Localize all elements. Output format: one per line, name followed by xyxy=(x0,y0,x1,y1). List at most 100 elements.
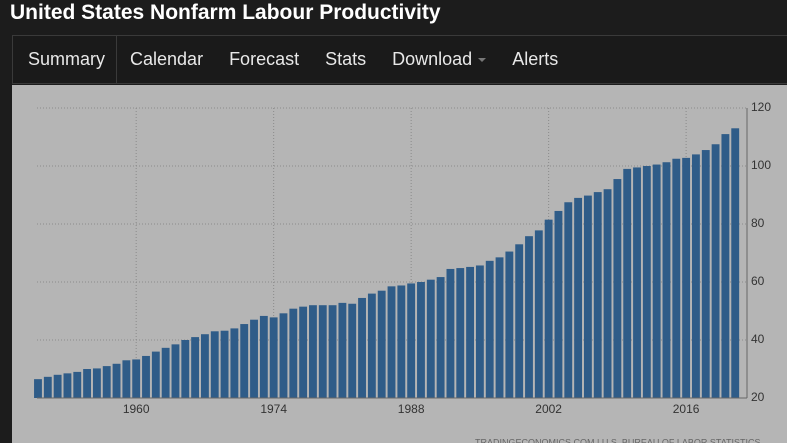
y-tick-label: 60 xyxy=(751,274,765,288)
y-tick-label: 100 xyxy=(751,158,771,172)
bar xyxy=(83,369,92,398)
bar xyxy=(446,268,455,398)
bar xyxy=(436,277,445,398)
bar xyxy=(269,317,278,398)
bar xyxy=(574,197,583,398)
nav-tab[interactable]: Stats xyxy=(312,36,379,83)
bar xyxy=(731,128,740,399)
nav-tab[interactable]: Download xyxy=(379,36,499,83)
bar xyxy=(338,302,347,398)
bar xyxy=(73,371,82,398)
nav-tab[interactable]: Alerts xyxy=(499,36,571,83)
bar xyxy=(593,192,602,398)
tab-label: Forecast xyxy=(229,49,300,69)
bar xyxy=(534,230,543,398)
bar xyxy=(633,167,641,398)
bar xyxy=(171,344,180,398)
bar xyxy=(102,366,111,398)
nav-tab[interactable]: Forecast xyxy=(216,36,312,83)
bar xyxy=(181,340,190,398)
bar xyxy=(142,355,150,398)
bar xyxy=(613,179,622,398)
bar xyxy=(112,363,121,398)
bar xyxy=(652,164,661,398)
bar xyxy=(63,373,72,398)
nav-bar: Summary Calendar Forecast Stats Download Aler… xyxy=(12,35,787,84)
bar xyxy=(387,286,396,398)
tab-label: Alerts xyxy=(512,49,559,69)
bar xyxy=(564,202,573,398)
x-tick-label: 1960 xyxy=(123,402,150,416)
bar xyxy=(505,251,514,398)
bar xyxy=(191,337,200,398)
bar xyxy=(495,257,504,398)
bar xyxy=(485,260,494,398)
y-tick-label: 80 xyxy=(751,216,765,230)
bar xyxy=(259,315,268,398)
y-tick-label: 120 xyxy=(751,100,771,114)
bar xyxy=(701,150,710,398)
bar xyxy=(132,359,141,398)
x-tick-label: 1974 xyxy=(260,402,287,416)
bar xyxy=(230,328,239,398)
bar xyxy=(309,305,317,398)
bar xyxy=(34,379,42,398)
bar xyxy=(358,297,366,398)
bar xyxy=(377,290,386,398)
page-title: United States Nonfarm Labour Productivit… xyxy=(10,1,441,24)
y-tick-label: 40 xyxy=(751,332,765,346)
bar xyxy=(161,347,170,398)
bar xyxy=(200,334,209,398)
bar xyxy=(662,162,671,398)
source-note: TRADINGECONOMICS.COM | U.S. BUREAU OF LA… xyxy=(475,437,761,443)
bar xyxy=(515,244,524,398)
bar xyxy=(672,158,681,398)
x-tick-label: 1988 xyxy=(398,402,425,416)
dropdown-caret xyxy=(478,58,487,63)
bar xyxy=(623,168,632,398)
bar xyxy=(289,308,298,398)
bar xyxy=(456,268,465,398)
bar xyxy=(220,330,229,398)
bar xyxy=(122,360,131,398)
bar xyxy=(250,319,258,398)
tab-label: Stats xyxy=(325,49,367,69)
y-tick-label: 20 xyxy=(751,390,765,404)
nav-tab[interactable]: Summary xyxy=(12,36,118,83)
bar xyxy=(151,351,160,398)
bar xyxy=(318,305,327,398)
bar xyxy=(711,144,720,398)
bar xyxy=(53,374,62,398)
bar xyxy=(328,305,337,398)
bar xyxy=(426,279,435,398)
chart: 20 40 60 80 100 120 1960 1974 1988 2002 2016 TRADIN… xyxy=(12,85,787,443)
bar xyxy=(240,324,249,398)
tab-label: Download xyxy=(392,49,473,69)
bar xyxy=(583,195,592,398)
nav-tab[interactable]: Calendar xyxy=(117,36,216,83)
tab-label: Calendar xyxy=(130,49,204,69)
bar xyxy=(417,282,425,398)
bar xyxy=(367,293,376,398)
bar xyxy=(475,265,484,398)
bar xyxy=(603,189,612,398)
x-tick-label: 2002 xyxy=(535,402,562,416)
bar xyxy=(348,303,357,398)
bar xyxy=(525,236,533,398)
bar xyxy=(692,154,700,398)
bar xyxy=(210,331,219,398)
bar xyxy=(642,166,651,398)
bar xyxy=(466,266,474,398)
bar xyxy=(544,219,553,398)
bar xyxy=(43,376,52,398)
bar xyxy=(682,157,691,398)
bar xyxy=(407,283,416,398)
bar xyxy=(397,285,406,398)
bar xyxy=(554,210,563,398)
tab-label: Summary xyxy=(28,49,106,69)
bar xyxy=(279,313,288,398)
bar xyxy=(92,368,101,398)
x-tick-label: 2016 xyxy=(673,402,700,416)
bar xyxy=(299,306,308,398)
